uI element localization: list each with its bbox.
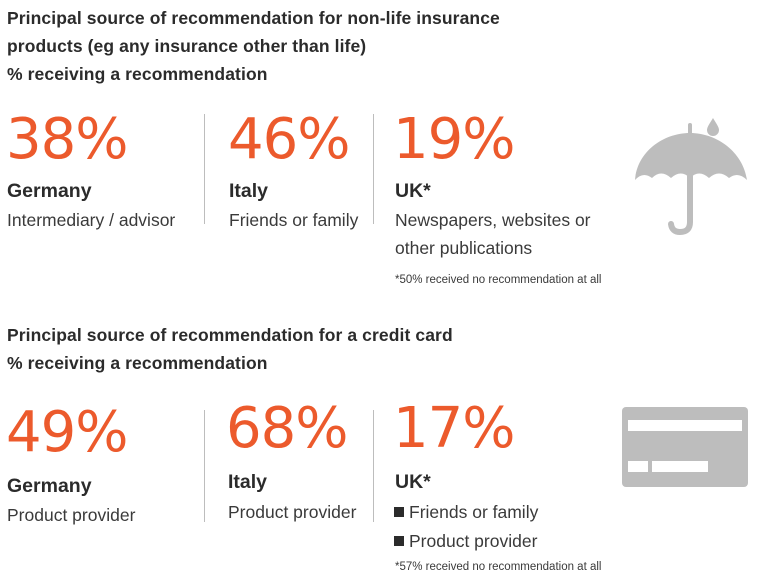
section2-italy-desc: Product provider xyxy=(228,502,357,522)
bullet-text: Friends or family xyxy=(409,502,539,522)
section2-subtitle: % receiving a recommendation xyxy=(7,353,268,373)
section2-uk-bullet-item: Product provider xyxy=(394,527,537,555)
section1-uk-percent: 19% xyxy=(393,107,515,172)
section1-italy-desc: Friends or family xyxy=(229,210,359,230)
section1-subtitle: % receiving a recommendation xyxy=(7,64,268,84)
section2-italy-label: Italy xyxy=(228,471,268,493)
section2-title: Principal source of recommendation for a… xyxy=(7,325,453,345)
divider xyxy=(373,410,374,522)
section1-uk-desc-line2: other publications xyxy=(395,238,533,258)
bullet-text: Product provider xyxy=(409,531,538,551)
section1-uk-label: UK* xyxy=(395,180,431,202)
section2-germany-desc: Product provider xyxy=(7,505,136,525)
bullet-square-icon xyxy=(394,507,404,517)
section1-title-line1: Principal source of recommendation for n… xyxy=(7,8,500,28)
section1-italy-label: Italy xyxy=(229,180,269,202)
section2-uk-footnote: *57% received no recommendation at all xyxy=(395,561,602,573)
section2-italy-percent: 68% xyxy=(226,396,348,461)
section2-germany-label: Germany xyxy=(7,475,92,497)
divider xyxy=(204,114,205,224)
section2-uk-label: UK* xyxy=(395,471,431,493)
section1-germany-label: Germany xyxy=(7,180,92,202)
divider xyxy=(373,114,374,224)
section2-uk-bullet-item: Friends or family xyxy=(394,498,538,526)
section2-uk-percent: 17% xyxy=(393,396,515,461)
section1-uk-desc-line1: Newspapers, websites or xyxy=(395,210,591,230)
section1-germany-desc: Intermediary / advisor xyxy=(7,210,176,230)
divider xyxy=(204,410,205,522)
bullet-square-icon xyxy=(394,536,404,546)
umbrella-icon xyxy=(633,118,749,238)
credit-card-icon xyxy=(622,407,748,487)
section1-title-line2: products (eg any insurance other than li… xyxy=(7,36,367,56)
section2-germany-percent: 49% xyxy=(6,400,128,465)
section1-germany-percent: 38% xyxy=(6,107,128,172)
section1-uk-footnote: *50% received no recommendation at all xyxy=(395,274,602,286)
section1-italy-percent: 46% xyxy=(228,107,350,172)
